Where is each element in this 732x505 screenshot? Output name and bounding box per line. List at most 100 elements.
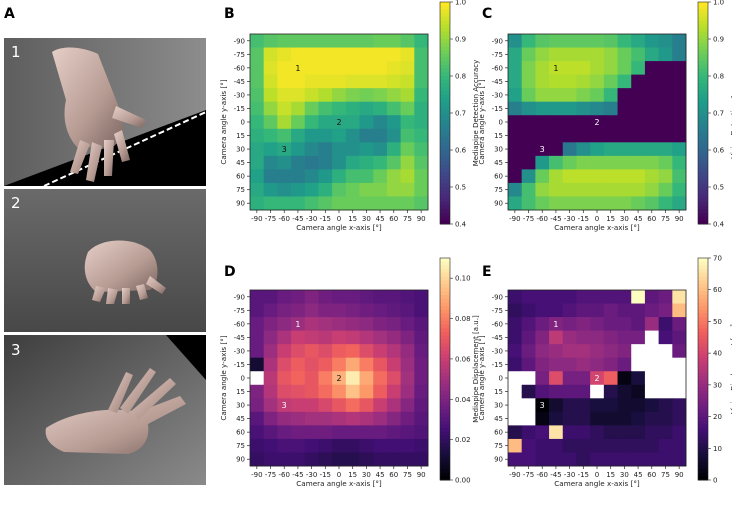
colorbar-segment xyxy=(440,98,450,103)
heatmap-cell xyxy=(521,411,536,426)
heatmap-cell xyxy=(263,344,278,359)
heatmap-cell xyxy=(359,357,374,372)
heatmap-cell xyxy=(562,155,577,170)
heatmap-cell xyxy=(549,371,564,386)
y-tick-label: -90 xyxy=(492,37,503,45)
heatmap-cell xyxy=(549,425,564,440)
heatmap-cell xyxy=(672,384,687,399)
heatmap-cell xyxy=(345,74,360,89)
heatmap-cell xyxy=(644,452,660,467)
heatmap-cell xyxy=(359,115,374,130)
heatmap-cell xyxy=(576,371,591,386)
heatmap-cell xyxy=(590,357,605,372)
colorbar-segment xyxy=(440,472,450,477)
heatmap-cell xyxy=(617,34,632,48)
heatmap-cell xyxy=(345,398,360,413)
colorbar-segment xyxy=(698,27,708,33)
colorbar-tick-label: 0.5 xyxy=(713,184,724,192)
heatmap-cell xyxy=(617,196,632,211)
heatmap-cell xyxy=(508,452,523,467)
colorbar-segment xyxy=(440,31,450,36)
heatmap-cell xyxy=(400,88,415,103)
heatmap-cell xyxy=(263,182,278,197)
x-tick-label: 90 xyxy=(417,471,426,479)
heatmap-cell xyxy=(521,74,536,89)
heatmap-cell xyxy=(658,425,673,440)
heatmap-cell xyxy=(644,101,660,116)
colorbar-segment xyxy=(698,413,708,418)
heatmap-cell xyxy=(508,47,523,62)
heatmap-cell xyxy=(631,74,646,89)
colorbar-tick-label: 0.7 xyxy=(713,110,724,118)
heatmap-cell xyxy=(508,88,523,103)
heatmap-cell xyxy=(332,357,347,372)
heatmap-cell xyxy=(644,398,660,413)
heatmap-cell xyxy=(318,357,333,372)
heatmap-cell xyxy=(535,182,550,197)
heatmap-cell xyxy=(644,115,660,130)
heatmap-cell xyxy=(414,452,429,467)
colorbar-label: Vision Displacement [px.] xyxy=(730,324,732,414)
colorbar-segment xyxy=(698,472,708,477)
heatmap-cell xyxy=(414,47,429,62)
colorbar-segment xyxy=(440,302,450,307)
heatmap-cell xyxy=(277,330,292,345)
heatmap-cell xyxy=(291,303,306,318)
colorbar-segment xyxy=(440,172,450,177)
heatmap-cell xyxy=(576,155,591,170)
colorbar-segment xyxy=(440,183,450,188)
colorbar-segment xyxy=(440,461,450,466)
colorbar-segment xyxy=(440,394,450,400)
colorbar-segment xyxy=(440,131,450,136)
heatmap-cell xyxy=(345,452,360,467)
heatmap-cell xyxy=(644,384,660,399)
colorbar-tick-label: 0.10 xyxy=(455,275,471,283)
y-tick-label: -60 xyxy=(492,64,503,72)
heatmap-cell xyxy=(576,344,591,359)
x-tick-label: 75 xyxy=(403,215,412,223)
annotation-label: 2 xyxy=(594,374,599,383)
heatmap-cell xyxy=(521,101,536,116)
heatmap-cell xyxy=(603,142,618,157)
colorbar-segment xyxy=(440,309,450,314)
heatmap-cell xyxy=(359,371,374,386)
heatmap-cell xyxy=(263,290,278,304)
colorbar-segment xyxy=(440,198,450,203)
y-tick-label: 60 xyxy=(236,429,245,437)
colorbar-segment xyxy=(698,175,708,181)
heatmap-cell xyxy=(277,398,292,413)
colorbar-segment xyxy=(440,39,450,44)
colorbar-segment xyxy=(440,138,450,144)
annotation-label: 2 xyxy=(336,374,341,383)
colorbar-tick-label: 0.6 xyxy=(713,147,725,155)
colorbar-segment xyxy=(698,183,708,188)
heatmap-cell xyxy=(345,169,360,184)
heatmap-cell xyxy=(277,155,292,170)
colorbar-segment xyxy=(440,402,450,407)
heatmap-cell xyxy=(549,88,564,103)
heatmap-cell xyxy=(250,115,265,130)
heatmap-cell xyxy=(373,344,388,359)
colorbar-segment xyxy=(698,339,708,344)
heatmap-cell xyxy=(263,196,278,211)
heatmap-cell xyxy=(359,290,374,304)
heatmap-cell xyxy=(359,384,374,399)
heatmap-cell xyxy=(658,47,673,62)
heatmap-cell xyxy=(617,169,632,184)
colorbar-segment xyxy=(698,209,708,214)
colorbar-tick-label: 0.9 xyxy=(455,36,466,44)
colorbar-segment xyxy=(698,76,708,81)
heatmap-cell xyxy=(508,169,523,184)
heatmap-cell xyxy=(304,47,319,62)
colorbar-segment xyxy=(698,431,708,437)
colorbar-segment xyxy=(698,187,708,192)
heatmap-cell xyxy=(400,438,415,453)
heatmap-cell xyxy=(644,142,660,157)
heatmap-cell xyxy=(359,128,374,143)
heatmap-cell xyxy=(332,330,347,345)
heatmap-cell xyxy=(562,290,577,304)
colorbar-segment xyxy=(698,124,708,129)
colorbar-segment xyxy=(440,328,450,333)
heatmap-cell xyxy=(250,47,265,62)
x-tick-label: -60 xyxy=(537,215,548,223)
